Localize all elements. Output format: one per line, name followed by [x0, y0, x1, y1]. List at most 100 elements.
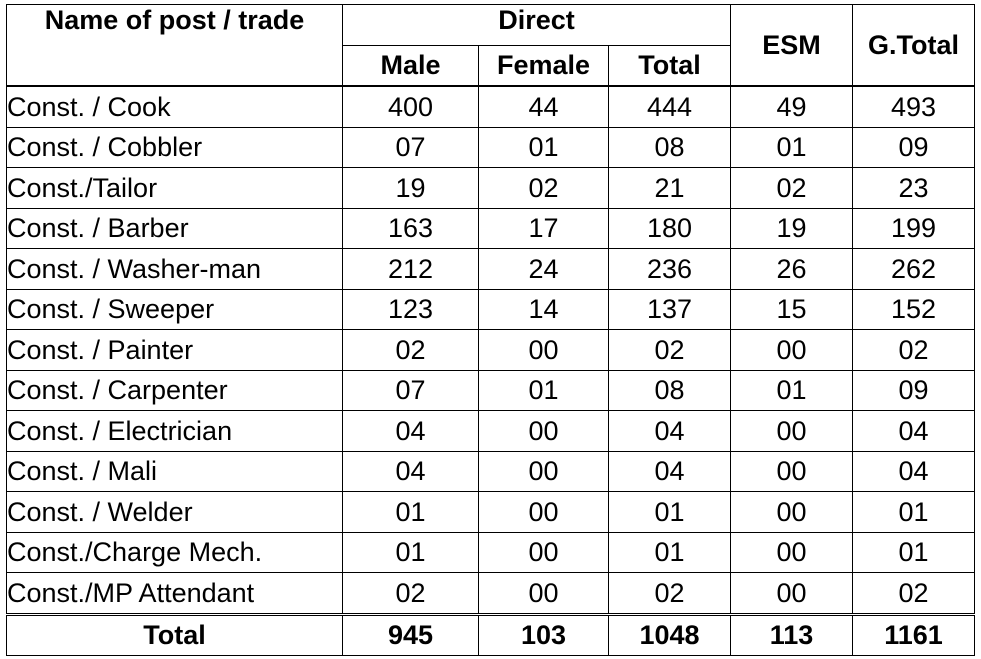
cell-female: 17	[478, 207, 609, 249]
cell-total: 02	[608, 572, 731, 615]
cell-total: 137	[608, 288, 731, 330]
totals-label: Total	[6, 612, 343, 656]
table-row: Const. / Cobbler 07 01 08 01 09	[6, 126, 975, 168]
table-row: Const. / Electrician 04 00 04 00 04	[6, 410, 975, 452]
cell-male: 04	[342, 410, 479, 452]
cell-gtotal: 01	[852, 491, 975, 533]
cell-esm: 01	[730, 126, 853, 168]
cell-total: 01	[608, 491, 731, 533]
cell-esm: 15	[730, 288, 853, 330]
cell-name: Const. / Cobbler	[6, 126, 343, 168]
cell-male: 19	[342, 167, 479, 209]
cell-female: 14	[478, 288, 609, 330]
totals-total: 1048	[608, 612, 731, 656]
cell-male: 02	[342, 572, 479, 615]
cell-name: Const. / Sweeper	[6, 288, 343, 330]
cell-name: Const. / Washer-man	[6, 248, 343, 290]
cell-name: Const. / Electrician	[6, 410, 343, 452]
cell-male: 01	[342, 531, 479, 573]
cell-male: 04	[342, 450, 479, 492]
cell-female: 00	[478, 410, 609, 452]
total-header: Total	[608, 44, 731, 87]
cell-gtotal: 09	[852, 126, 975, 168]
cell-total: 02	[608, 329, 731, 371]
cell-gtotal: 262	[852, 248, 975, 290]
cell-esm: 19	[730, 207, 853, 249]
table-row: Const. / Mali 04 00 04 00 04	[6, 450, 975, 492]
esm-header: ESM	[730, 4, 853, 87]
header-row-1: Name of post / trade Direct ESM G.Total	[6, 4, 975, 87]
cell-female: 24	[478, 248, 609, 290]
cell-gtotal: 02	[852, 572, 975, 615]
cell-name: Const./Tailor	[6, 167, 343, 209]
cell-male: 400	[342, 85, 479, 128]
cell-total: 04	[608, 410, 731, 452]
cell-esm: 26	[730, 248, 853, 290]
header-row-2: Male Female Total	[7, 44, 975, 87]
cell-name: Const. / Painter	[6, 329, 343, 371]
table-row: Const. / Sweeper 123 14 137 15 152	[6, 288, 975, 330]
table-body: Const. / Cook 400 44 444 49 493 Const. / Cobbl…	[6, 85, 975, 615]
totals-male: 945	[342, 612, 479, 656]
table-row: Const. / Carpenter 07 01 08 01 09	[6, 369, 975, 411]
cell-esm: 00	[730, 572, 853, 615]
cell-esm: 49	[730, 85, 853, 128]
gtotal-header: G.Total	[852, 4, 975, 87]
cell-name: Const. / Barber	[6, 207, 343, 249]
cell-gtotal: 493	[852, 85, 975, 128]
cell-male: 212	[342, 248, 479, 290]
cell-female: 00	[478, 450, 609, 492]
cell-male: 07	[342, 126, 479, 168]
cell-esm: 00	[730, 410, 853, 452]
cell-gtotal: 199	[852, 207, 975, 249]
totals-row: Total 945 103 1048 113 1161	[6, 612, 975, 656]
table-row: Const. / Cook 400 44 444 49 493	[6, 85, 975, 128]
cell-esm: 00	[730, 450, 853, 492]
totals-esm: 113	[730, 612, 853, 656]
cell-female: 00	[478, 531, 609, 573]
cell-female: 02	[478, 167, 609, 209]
cell-total: 04	[608, 450, 731, 492]
cell-female: 01	[478, 369, 609, 411]
cell-male: 123	[342, 288, 479, 330]
cell-total: 236	[608, 248, 731, 290]
cell-esm: 00	[730, 531, 853, 573]
cell-total: 444	[608, 85, 731, 128]
table-row: Const./MP Attendant 02 00 02 00 02	[6, 572, 975, 615]
table-row: Const. / Welder 01 00 01 00 01	[6, 491, 975, 533]
cell-name: Const./Charge Mech.	[6, 531, 343, 573]
table-row: Const./Charge Mech. 01 00 01 00 01	[6, 531, 975, 573]
cell-male: 163	[342, 207, 479, 249]
cell-gtotal: 01	[852, 531, 975, 573]
cell-female: 00	[478, 572, 609, 615]
table-row: Const./Tailor 19 02 21 02 23	[6, 167, 975, 209]
post-header: Name of post / trade	[6, 4, 343, 87]
cell-total: 180	[608, 207, 731, 249]
cell-esm: 01	[730, 369, 853, 411]
vacancy-table: Name of post / trade Direct ESM G.Total …	[6, 4, 975, 656]
cell-gtotal: 02	[852, 329, 975, 371]
cell-male: 07	[342, 369, 479, 411]
cell-gtotal: 23	[852, 167, 975, 209]
cell-male: 01	[342, 491, 479, 533]
male-header: Male	[342, 44, 479, 87]
cell-name: Const./MP Attendant	[6, 572, 343, 615]
cell-male: 02	[342, 329, 479, 371]
female-header: Female	[478, 44, 609, 87]
cell-esm: 02	[730, 167, 853, 209]
cell-esm: 00	[730, 329, 853, 371]
cell-total: 01	[608, 531, 731, 573]
cell-gtotal: 04	[852, 450, 975, 492]
cell-female: 44	[478, 85, 609, 128]
cell-total: 21	[608, 167, 731, 209]
cell-name: Const. / Mali	[6, 450, 343, 492]
direct-header: Direct	[342, 4, 731, 46]
totals-gtotal: 1161	[852, 612, 975, 656]
cell-female: 00	[478, 491, 609, 533]
cell-name: Const. / Carpenter	[6, 369, 343, 411]
cell-name: Const. / Cook	[6, 85, 343, 128]
cell-esm: 00	[730, 491, 853, 533]
cell-gtotal: 152	[852, 288, 975, 330]
cell-female: 00	[478, 329, 609, 371]
totals-female: 103	[478, 612, 609, 656]
